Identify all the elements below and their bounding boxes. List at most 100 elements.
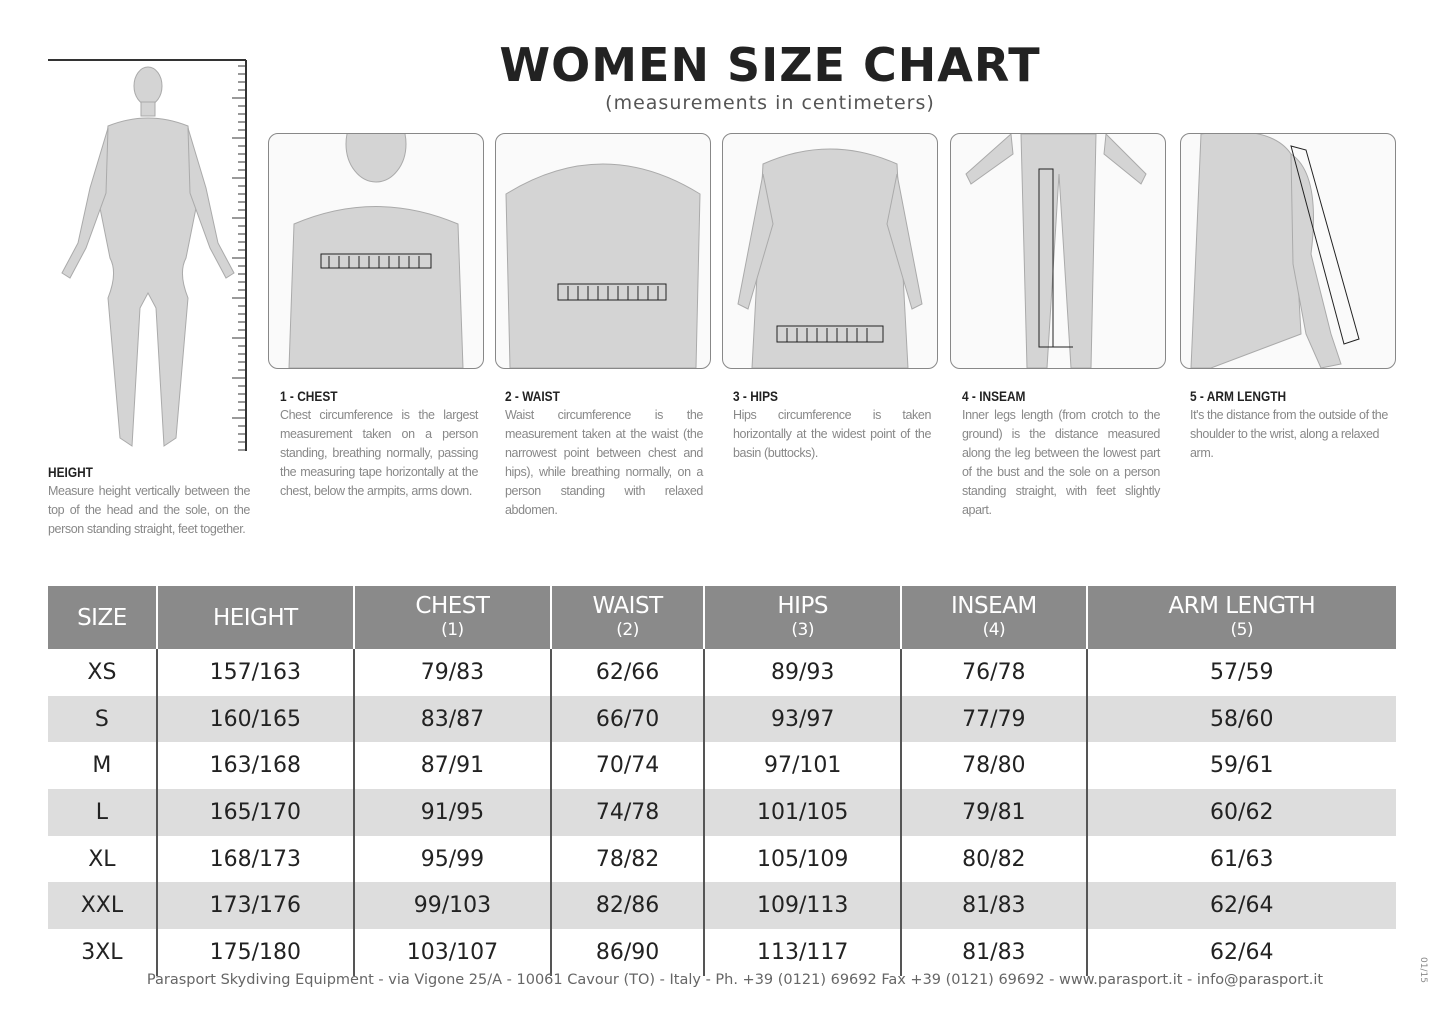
waist-text: Waist circumference is the measurement t… (505, 408, 703, 517)
column-header-ref: (4) (982, 619, 1006, 640)
table-cell: 77/79 (901, 695, 1088, 743)
chest-heading: 1 - CHEST (280, 388, 338, 404)
table-cell: 89/93 (704, 649, 903, 696)
arm-length-illustration-panel (1180, 133, 1396, 369)
table-cell: 163/168 (156, 742, 355, 790)
chest-illustration (288, 134, 464, 368)
hips-illustration-panel (722, 133, 938, 369)
page-subtitle: (measurements in centimeters) (605, 92, 935, 114)
column-header: HIPS (3) (704, 586, 903, 649)
table-cell: 83/87 (353, 695, 552, 743)
table-cell: 160/165 (156, 695, 355, 743)
table-cell: 173/176 (156, 882, 355, 930)
table-cell: 91/95 (353, 789, 552, 836)
table-cell: 62/66 (550, 649, 706, 696)
table-cell: 105/109 (704, 835, 903, 883)
table-cell: 87/91 (353, 742, 552, 790)
table-cell: 95/99 (353, 835, 552, 883)
column-header-ref: (2) (616, 619, 639, 640)
column-header-label: SIZE (77, 604, 127, 631)
table-cell: 60/62 (1086, 789, 1396, 836)
table-row: S 160/165 83/87 66/70 93/97 77/79 58/60 (48, 695, 1396, 743)
table-cell: 61/63 (1210, 846, 1274, 872)
arm-length-description: 5 - ARM LENGTH It's the distance from the… (1190, 388, 1395, 463)
chest-description: 1 - CHEST Chest circumference is the larg… (280, 388, 478, 501)
column-header-ref: (3) (791, 619, 814, 640)
table-cell: XS (48, 649, 158, 696)
chest-text: Chest circumference is the largest measu… (280, 408, 478, 498)
table-cell: 78/80 (901, 742, 1088, 790)
table-cell: 168/173 (156, 835, 355, 883)
footer-contact: Parasport Skydiving Equipment - via Vigo… (146, 972, 1324, 988)
table-cell: 97/101 (704, 742, 903, 790)
table-cell: 113/117 (704, 929, 903, 976)
column-header: HEIGHT (156, 586, 355, 649)
inseam-illustration (965, 134, 1147, 368)
column-header-label: INSEAM (951, 592, 1037, 619)
waist-illustration (505, 163, 701, 368)
table-row: XL 168/173 95/99 78/82 105/109 80/82 61/63 (48, 835, 1396, 883)
table-cell: L (48, 789, 158, 836)
table-cell: 57/59 (1210, 659, 1274, 685)
column-header-label: WAIST (592, 592, 663, 619)
table-cell: 80/82 (901, 835, 1088, 883)
waist-description: 2 - WAIST Waist circumference is the meas… (505, 388, 703, 520)
column-header-label: HEIGHT (212, 604, 298, 631)
chest-illustration-panel (268, 133, 484, 369)
table-cell: S (48, 695, 158, 743)
table-cell: 59/61 (1210, 753, 1274, 779)
table-cell: 82/86 (550, 882, 706, 930)
column-header: SIZE (48, 586, 158, 649)
column-header-label: HIPS (777, 592, 828, 619)
column-header: INSEAM (4) (901, 586, 1088, 649)
arm-length-heading: 5 - ARM LENGTH (1190, 388, 1287, 404)
table-cell: 66/70 (550, 695, 706, 743)
table-cell: 62/64 (1210, 939, 1274, 965)
table-cell: 157/163 (156, 649, 355, 696)
table-row: XS 157/163 79/83 62/66 89/93 76/78 57/59 (48, 649, 1396, 696)
table-cell: 62/64 (1086, 882, 1396, 930)
table-cell: 165/170 (156, 789, 355, 836)
column-header: ARM LENGTH (5) (1086, 586, 1396, 649)
table-cell: XL (48, 835, 158, 883)
inseam-text: Inner legs length (from crotch to the gr… (962, 408, 1160, 517)
size-table: SIZE HEIGHT CHEST (1) WAIST (2) HIPS (3) INSEAM(… (48, 586, 1396, 976)
hips-text: Hips circumference is taken horizontally… (733, 408, 931, 460)
table-cell: 103/107 (353, 929, 552, 976)
column-header-label: ARM LENGTH (1168, 592, 1316, 619)
table-cell: 175/180 (156, 929, 355, 976)
table-cell: 99/103 (353, 882, 552, 930)
version-code: 01/15 (1417, 957, 1428, 983)
table-cell: 109/113 (704, 882, 903, 930)
height-figure-illustration (48, 59, 247, 451)
table-row: XXL 173/176 99/103 82/86 109/113 81/83 62/64 (48, 882, 1396, 930)
column-header: WAIST (2) (550, 586, 706, 649)
inseam-illustration-panel (950, 133, 1166, 369)
column-header: CHEST (1) (353, 586, 552, 649)
arm-length-illustration (1190, 134, 1360, 368)
column-header-ref: (1) (441, 619, 464, 640)
table-cell: M (48, 742, 158, 790)
table-cell: 58/60 (1086, 695, 1396, 743)
table-cell: 101/105 (704, 789, 903, 836)
inseam-heading: 4 - INSEAM (962, 388, 1026, 404)
table-cell: 79/81 (901, 789, 1088, 836)
table-header-row: SIZE HEIGHT CHEST (1) WAIST (2) HIPS (3) INSEAM(… (48, 586, 1396, 649)
arm-length-text: It's the distance from the outside of th… (1190, 408, 1388, 460)
table-cell: 3XL (48, 929, 158, 976)
table-cell: 74/78 (550, 789, 706, 836)
table-cell: 86/90 (550, 929, 706, 976)
waist-heading: 2 - WAIST (505, 388, 560, 404)
table-cell: 79/83 (353, 649, 552, 696)
table-cell: 76/78 (901, 649, 1088, 696)
waist-illustration-panel (495, 133, 711, 369)
table-cell: 81/83 (901, 929, 1088, 976)
table-cell: 81/83 (901, 882, 1088, 930)
height-text: Measure height vertically between the to… (48, 484, 250, 536)
hips-illustration (737, 148, 923, 368)
table-cell: 93/97 (704, 695, 903, 743)
height-heading: HEIGHT (48, 464, 93, 480)
page-title: WOMEN SIZE CHART (499, 38, 1041, 92)
table-row: L 165/170 91/95 74/78 101/105 79/81 60/62 (48, 789, 1396, 836)
hips-description: 3 - HIPS Hips circumference is taken hori… (733, 388, 931, 463)
